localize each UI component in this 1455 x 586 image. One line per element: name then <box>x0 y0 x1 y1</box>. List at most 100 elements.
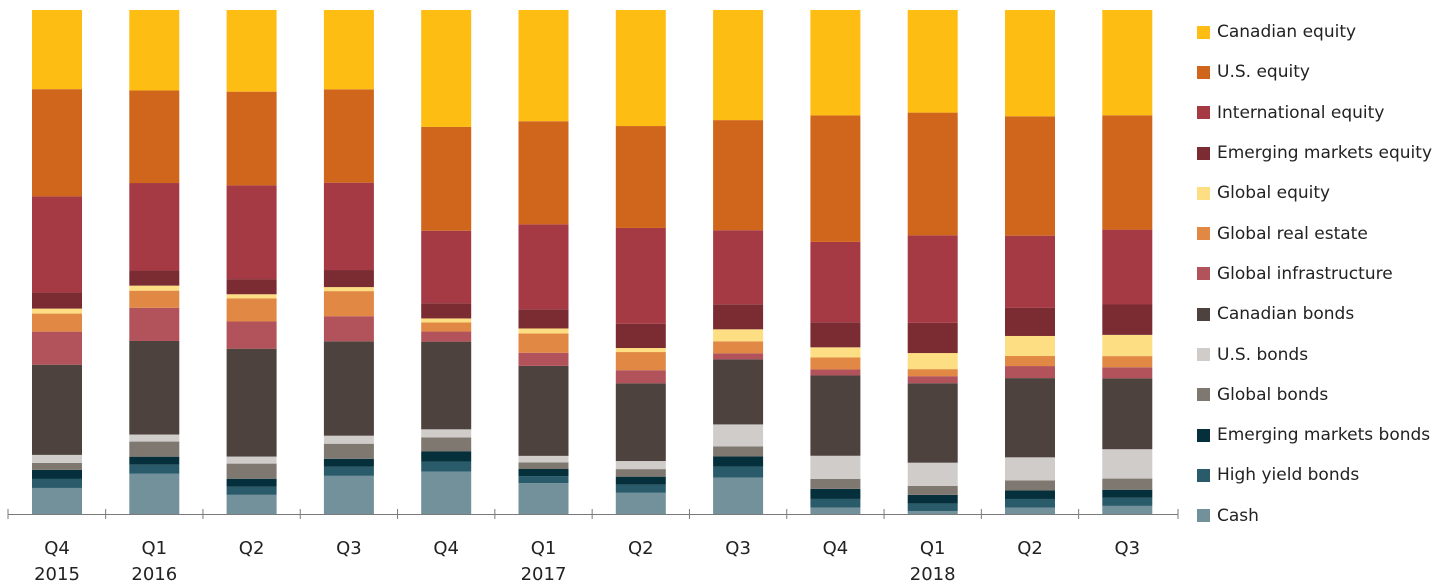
bar-segment-u-s-bonds <box>713 424 764 447</box>
bar-segment-canadian-bonds <box>1005 378 1055 458</box>
legend-swatch <box>1197 388 1210 402</box>
bar-segment-emerging-markets-bonds <box>518 469 569 477</box>
legend-label: Canadian equity <box>1217 22 1357 43</box>
bar-segment-global-bonds <box>713 446 764 457</box>
bar-segment-global-infrastructure <box>518 352 569 366</box>
bar-segment-international-equity <box>32 196 82 293</box>
legend-label: Cash <box>1217 505 1259 526</box>
bar-segment-emerging-markets-equity <box>421 303 472 319</box>
x-tick-label-quarter: Q1 <box>141 538 167 559</box>
bar-segment-global-infrastructure <box>1005 366 1055 379</box>
bar-segment-global-infrastructure <box>129 307 180 341</box>
bar-segment-u-s-equity <box>615 126 666 228</box>
bar-segment-high-yield-bonds <box>810 498 861 508</box>
bar-segment-international-equity <box>810 241 861 323</box>
bar-segment-global-infrastructure <box>615 370 666 384</box>
bar-segment-cash <box>518 483 569 514</box>
bar-segment-canadian-equity <box>810 10 861 116</box>
legend-item: Global infrastructure <box>1197 254 1452 294</box>
bar-segment-u-s-bonds <box>129 434 180 442</box>
legend-swatch <box>1197 25 1210 39</box>
bar-segment-global-real-estate <box>32 313 82 332</box>
bar-segment-global-real-estate <box>323 291 374 317</box>
bar-segment-cash <box>615 492 666 514</box>
bar-segment-canadian-bonds <box>713 359 764 425</box>
bar-segment-global-real-estate <box>615 352 666 371</box>
bar-segment-canadian-bonds <box>323 341 374 436</box>
bar-segment-canadian-bonds <box>518 365 569 456</box>
bar-segment-global-equity <box>518 328 569 334</box>
x-tick-label-quarter: Q3 <box>1114 538 1140 559</box>
bar-segment-global-infrastructure <box>323 316 374 342</box>
bar-segment-canadian-equity <box>129 10 180 91</box>
x-tick-label-quarter: Q4 <box>44 538 70 559</box>
bar-segment-canadian-equity <box>32 10 82 90</box>
bar-segment-u-s-equity <box>323 89 374 183</box>
bar-segment-canadian-bonds <box>1102 378 1153 450</box>
bar-segment-international-equity <box>421 230 472 304</box>
bar-segment-emerging-markets-equity <box>810 322 861 348</box>
bar-segment-u-s-bonds <box>1102 449 1153 479</box>
legend-item: U.S. bonds <box>1197 334 1452 374</box>
legend-swatch <box>1197 146 1210 160</box>
legend-label: International equity <box>1217 102 1385 123</box>
legend-label: Canadian bonds <box>1217 304 1355 325</box>
bar-segment-global-equity <box>323 287 374 292</box>
legend-swatch <box>1197 186 1210 200</box>
legend-label: Global infrastructure <box>1217 263 1393 284</box>
bar-segment-u-s-bonds <box>226 456 277 464</box>
bar-segment-global-infrastructure <box>226 321 277 349</box>
bar-segment-cash <box>129 473 180 514</box>
legend-item: International equity <box>1197 93 1452 133</box>
legend-swatch <box>1197 106 1210 120</box>
bar-segment-international-equity <box>226 185 277 280</box>
bar-segment-emerging-markets-equity <box>615 323 666 349</box>
legend-label: Global bonds <box>1217 384 1329 405</box>
legend-item: Global equity <box>1197 173 1452 213</box>
x-tick-label-year: 2017 <box>521 564 567 585</box>
bar-segment-global-equity <box>713 329 764 342</box>
bar-segment-global-bonds <box>226 463 277 479</box>
bar-segment-global-real-estate <box>713 341 764 354</box>
x-tick-label-quarter: Q3 <box>725 538 751 559</box>
legend-item: Cash <box>1197 496 1452 536</box>
x-tick-label-quarter: Q1 <box>920 538 946 559</box>
bar-segment-global-real-estate <box>1102 356 1153 368</box>
bar-segment-emerging-markets-equity <box>32 292 82 309</box>
bar-segment-emerging-markets-bonds <box>907 494 958 504</box>
bar-segment-international-equity <box>1005 235 1055 308</box>
bar-segment-canadian-equity <box>421 10 472 127</box>
bar-segment-global-equity <box>32 308 82 314</box>
chart-legend: Canadian equity U.S. equity International … <box>1197 12 1452 536</box>
x-tick-label-quarter: Q2 <box>1017 538 1043 559</box>
legend-item: Emerging markets bonds <box>1197 415 1452 455</box>
bar-segment-global-real-estate <box>907 369 958 377</box>
bar-segment-global-real-estate <box>129 290 180 308</box>
bar-segment-cash <box>226 494 277 514</box>
bar-segment-u-s-bonds <box>421 429 472 438</box>
bar-segment-u-s-equity <box>421 126 472 231</box>
bar-segment-global-equity <box>1102 334 1153 357</box>
bar-segment-high-yield-bonds <box>226 486 277 495</box>
bar-segment-cash <box>1102 505 1153 514</box>
bar-segment-global-infrastructure <box>421 331 472 342</box>
bar-segment-canadian-bonds <box>226 348 277 457</box>
bar-segment-high-yield-bonds <box>323 466 374 476</box>
legend-item: Global real estate <box>1197 213 1452 253</box>
bar-segment-u-s-bonds <box>615 461 666 470</box>
bar-segment-emerging-markets-equity <box>226 279 277 295</box>
bar-segment-u-s-equity <box>129 90 180 184</box>
bar-segment-canadian-equity <box>1102 10 1153 116</box>
legend-label: Global equity <box>1217 183 1331 204</box>
bar-segment-high-yield-bonds <box>518 476 569 484</box>
bar-segment-emerging-markets-bonds <box>810 488 861 499</box>
bar-segment-u-s-bonds <box>907 462 958 486</box>
bar-segment-u-s-bonds <box>518 455 569 463</box>
legend-item: U.S. equity <box>1197 52 1452 92</box>
bar-segment-global-bonds <box>129 441 180 457</box>
legend-swatch <box>1197 307 1210 321</box>
bar-segment-global-real-estate <box>518 333 569 353</box>
bar-segment-canadian-bonds <box>810 375 861 456</box>
bar-segment-high-yield-bonds <box>1102 497 1153 506</box>
bar-segment-global-equity <box>226 294 277 299</box>
